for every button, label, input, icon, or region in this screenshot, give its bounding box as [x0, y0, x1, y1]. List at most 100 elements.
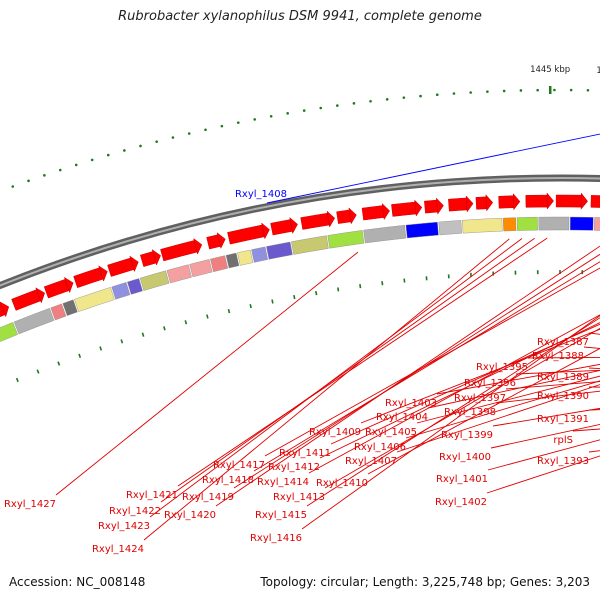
strip-tick	[293, 295, 296, 300]
label-leader-line	[215, 245, 600, 507]
minor-tick	[204, 128, 207, 132]
minor-tick	[319, 106, 323, 110]
label-leader-line	[436, 363, 600, 395]
minor-tick	[171, 136, 175, 139]
gene-label: Rxyl_1402	[435, 497, 487, 508]
gene-arrow	[555, 192, 588, 210]
minor-tick	[236, 121, 240, 124]
genome-backbone	[0, 174, 600, 290]
label-leader-line	[308, 314, 600, 474]
cog-gene-block	[405, 221, 439, 239]
gene-arrow	[140, 249, 161, 267]
label-leader-line	[177, 237, 548, 487]
minor-tick	[352, 102, 356, 105]
map-title: Rubrobacter xylanophilus DSM 9941, compl…	[118, 9, 482, 24]
label-leader-line	[149, 238, 523, 518]
cog-gene-block	[502, 217, 517, 232]
minor-tick	[402, 96, 406, 99]
gene-arrow	[107, 255, 139, 277]
strip-tick	[359, 284, 362, 289]
label-leader-line	[306, 317, 600, 507]
gene-arrow	[206, 232, 226, 250]
topology-text: Topology: circular; Length: 3,225,748 bp…	[260, 575, 590, 589]
gene-label: Rxyl_1412	[268, 462, 320, 473]
strip-tick	[141, 332, 145, 337]
scale-tick-label: 1440 kbp	[596, 66, 600, 76]
label-leader-line	[495, 390, 600, 404]
minor-tick	[435, 93, 439, 97]
minor-tick	[253, 118, 257, 121]
minor-tick	[519, 89, 523, 92]
label-leader-line	[55, 251, 359, 496]
gene-label: Rxyl_1401	[436, 474, 488, 485]
minor-tick	[90, 158, 94, 162]
minor-tick	[469, 91, 472, 94]
gene-arrow	[361, 202, 390, 221]
strip-tick	[249, 304, 252, 309]
cog-gene-block	[570, 216, 594, 231]
gene-label: Rxyl_1414	[257, 477, 309, 488]
gene-arrow	[448, 195, 474, 213]
gene-label: Rxyl_1422	[109, 506, 161, 517]
cog-gene-block	[74, 287, 115, 312]
gene-arrow	[498, 193, 521, 211]
minor-tick	[43, 174, 46, 177]
cog-gene-block	[461, 217, 503, 234]
strip-tick	[120, 339, 124, 344]
cog-gene-block	[50, 303, 67, 321]
label-leader-line	[301, 315, 600, 530]
minor-tick	[486, 90, 489, 93]
strip-tick	[206, 314, 209, 319]
gene-label: Rxyl_1420	[164, 510, 216, 521]
cog-gene-block	[363, 225, 407, 244]
scale-tick-label: 1445 kbp	[530, 65, 570, 75]
cog-gene-block	[111, 282, 131, 300]
cog-color-strip	[0, 216, 600, 342]
gene-labels: Rxyl_1387Rxyl_1388Rxyl_1389Rxyl_1390Rxyl…	[4, 133, 600, 555]
gene-label: Rxyl_1396	[464, 378, 516, 389]
strip-tick	[36, 369, 40, 374]
cog-gene-block	[127, 278, 143, 295]
scale-ticks: 1410 kbp1415 kbp1420 kbp1425 kbp1430 kbp…	[11, 65, 600, 383]
minor-tick	[27, 179, 30, 183]
cog-gene-block	[0, 322, 18, 342]
label-leader-line	[233, 253, 600, 489]
gene-label: Rxyl_1421	[126, 490, 178, 501]
strip-tick	[315, 291, 318, 296]
cog-gene-block	[62, 299, 78, 316]
cog-gene-block	[189, 259, 213, 278]
gene-label: Rxyl_1409	[309, 427, 361, 438]
label-leader-line	[486, 455, 600, 494]
label-leader-line	[367, 347, 600, 475]
gene-arrow	[475, 194, 494, 212]
gene-label: rplS	[553, 435, 573, 446]
strip-tick	[78, 353, 82, 358]
strip-tick	[337, 287, 340, 292]
cog-gene-block	[516, 216, 538, 231]
minor-tick	[11, 185, 15, 188]
gene-label: Rxyl_1393	[537, 456, 589, 467]
gene-label: Rxyl_1405	[365, 427, 417, 438]
minor-tick	[269, 114, 273, 118]
gene-arrow	[391, 199, 423, 217]
label-leader-line	[427, 369, 600, 409]
gene-label: Rxyl_1419	[182, 492, 234, 503]
minor-tick	[369, 99, 372, 103]
cog-gene-block	[438, 220, 462, 236]
strip-tick	[227, 309, 231, 314]
gene-label: Rxyl_1417	[213, 460, 265, 471]
minor-tick	[220, 124, 224, 128]
forward-strand-genes	[0, 192, 600, 318]
label-leader-line	[253, 261, 600, 472]
minor-tick	[586, 88, 590, 92]
gene-arrow	[336, 207, 357, 225]
gene-arrow	[0, 301, 10, 318]
cog-gene-block	[225, 252, 240, 269]
cog-gene-block	[251, 246, 268, 263]
gene-label: Rxyl_1415	[255, 510, 307, 521]
minor-tick	[139, 144, 142, 148]
cog-gene-block	[291, 235, 329, 255]
label-leader-line	[266, 133, 600, 204]
minor-tick	[385, 98, 389, 101]
